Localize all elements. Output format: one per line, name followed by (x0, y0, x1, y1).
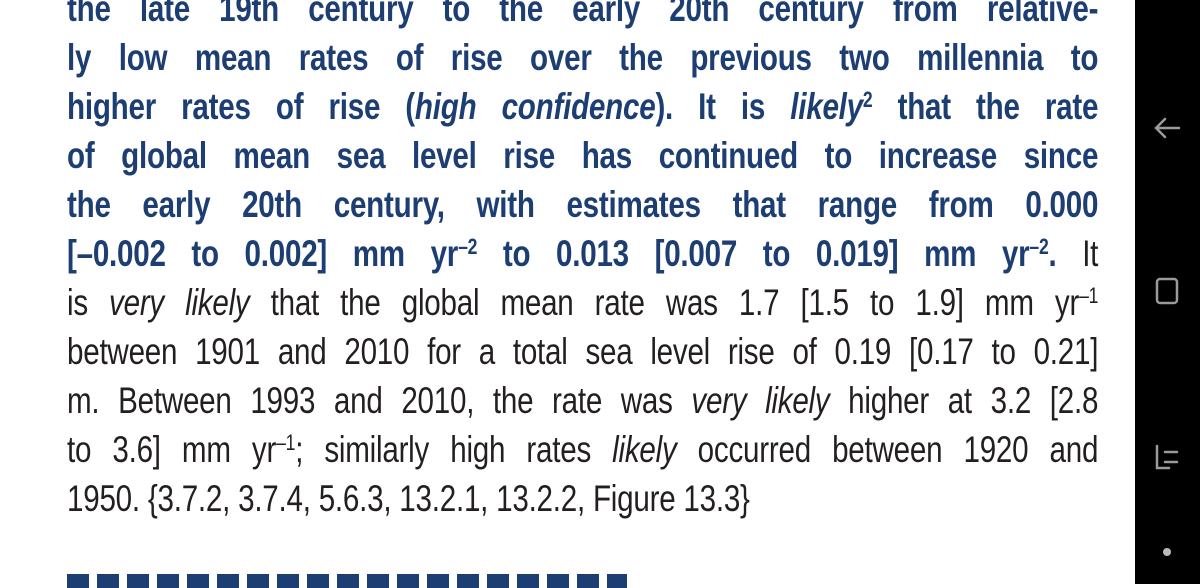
text-line: [–0.002 to 0.002] mm yr–2 to 0.013 [0.00… (67, 229, 1098, 278)
text: is (67, 282, 110, 323)
text: [–0.002 to 0.002] mm yr (67, 233, 459, 274)
text: ; similarly high rates (295, 429, 613, 470)
recents-button[interactable] (1155, 444, 1179, 470)
emphasis: likely (790, 86, 863, 127)
text: occurred between 1920 and (676, 429, 1099, 470)
emphasis: very likely (109, 282, 250, 323)
text-line: between 1901 and 2010 for a total sea le… (67, 327, 1098, 376)
text: m. Between 1993 and 2010, the rate was (67, 380, 692, 421)
text: of global mean sea level rise has contin… (67, 135, 1099, 176)
superscript: –1 (276, 430, 296, 455)
emphasis: high confidence (414, 86, 656, 127)
text-line: the early 20th century, with estimates t… (67, 180, 1098, 229)
text: higher at 3.2 [2.8 (829, 380, 1099, 421)
heading-fragment (67, 574, 627, 588)
text: the late 19th century to the early 20th … (67, 0, 1099, 29)
text: ly low mean rates of rise over the previ… (67, 37, 1099, 78)
text: higher rates of rise ( (67, 86, 415, 127)
superscript: –1 (1079, 283, 1099, 308)
text-line: of global mean sea level rise has contin… (67, 131, 1098, 180)
superscript: –2 (458, 234, 478, 259)
text: to 3.6] mm yr (67, 429, 277, 470)
text: between 1901 and 2010 for a total sea le… (67, 331, 1099, 372)
nav-dot (1163, 548, 1171, 556)
text: that the rate (872, 86, 1099, 127)
text: to 0.013 [0.007 to 0.019] mm yr (477, 233, 1030, 274)
text-line: m. Between 1993 and 2010, the rate was v… (67, 376, 1098, 425)
text: the early 20th century, with estimates t… (67, 184, 1099, 225)
text-line: 1950. {3.7.2, 3.7.4, 5.6.3, 13.2.1, 13.2… (67, 474, 1098, 523)
cut-heading (67, 574, 667, 588)
text: It (1082, 233, 1099, 274)
text: ). It is (655, 86, 791, 127)
footnote-mark: 2 (862, 87, 873, 112)
document-text: the late 19th century to the early 20th … (67, 0, 1098, 523)
back-button[interactable] (1154, 117, 1181, 139)
text: . (1048, 233, 1083, 274)
emphasis: very likely (691, 380, 830, 421)
superscript: –2 (1029, 234, 1049, 259)
text-line: ly low mean rates of rise over the previ… (67, 33, 1098, 82)
text-line: higher rates of rise (high confidence). … (67, 82, 1098, 131)
text: that the global mean rate was 1.7 [1.5 t… (249, 282, 1080, 323)
text-line: to 3.6] mm yr–1; similarly high rates li… (67, 425, 1098, 474)
text-line: is very likely that the global mean rate… (67, 278, 1098, 327)
text-line: the late 19th century to the early 20th … (67, 0, 1098, 33)
navigation-bar (1135, 0, 1200, 584)
emphasis: likely (612, 429, 677, 470)
text: 1950. {3.7.2, 3.7.4, 5.6.3, 13.2.1, 13.2… (67, 478, 750, 519)
home-button[interactable] (1155, 277, 1179, 305)
